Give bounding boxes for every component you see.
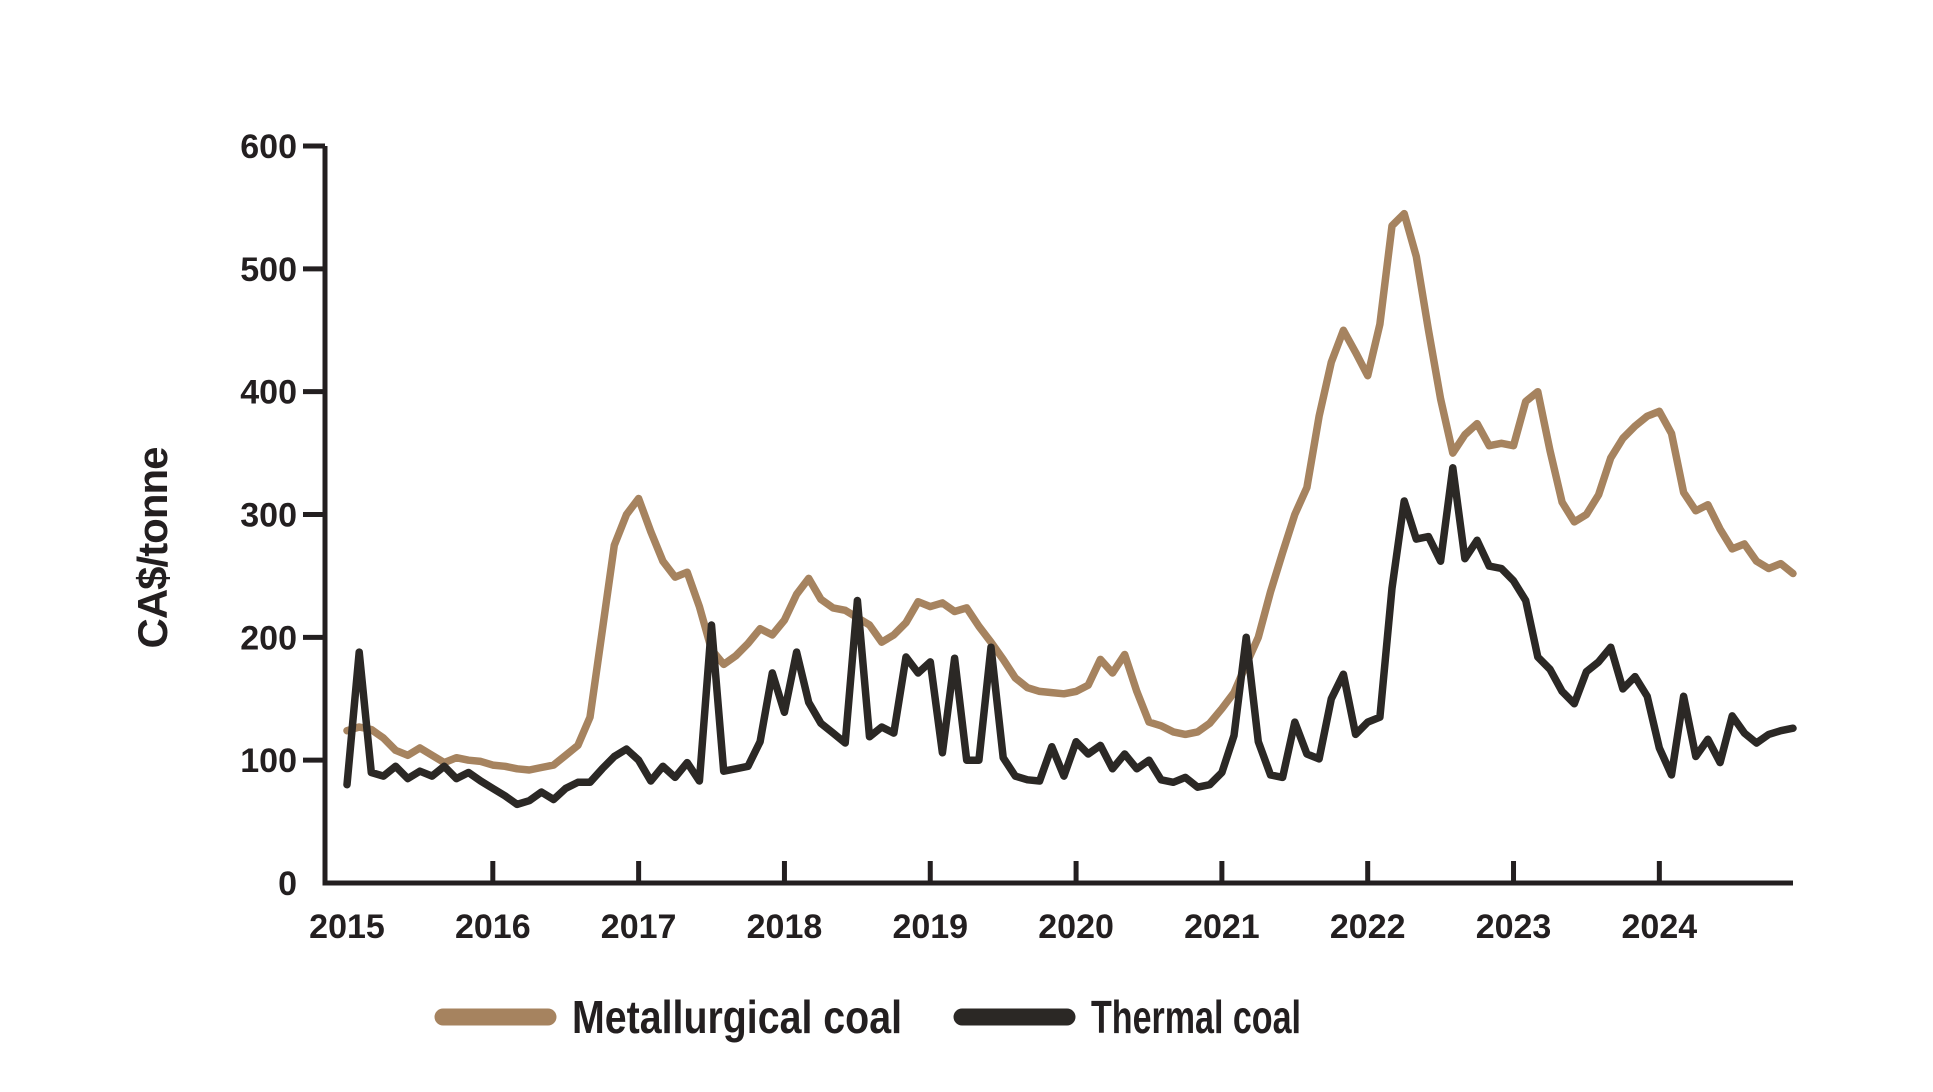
x-tick-label: 2015 xyxy=(309,908,385,946)
axis-lines xyxy=(322,146,1793,886)
y-tick-label: 0 xyxy=(278,865,297,903)
y-tick-label: 200 xyxy=(240,619,297,657)
x-tick-label: 2022 xyxy=(1330,908,1406,946)
y-axis-title: CA$/tonne xyxy=(129,448,176,649)
y-axis-ticks: 0 100 200 300 400 500 600 xyxy=(240,128,325,903)
x-tick-label: 2021 xyxy=(1184,908,1260,946)
metallurgical-coal-legend-label: Metallurgical coal xyxy=(572,991,902,1043)
y-tick-label: 600 xyxy=(240,128,297,166)
thermal-coal-line xyxy=(343,464,1797,809)
chart-legend: Metallurgical coal Thermal coal xyxy=(434,991,1301,1043)
y-tick-label: 300 xyxy=(240,497,297,535)
axes xyxy=(322,146,1793,886)
x-tick-label: 2017 xyxy=(601,908,677,946)
thermal-coal-legend-label: Thermal coal xyxy=(1091,991,1301,1043)
y-tick-label: 400 xyxy=(240,374,297,412)
x-tick-label: 2016 xyxy=(455,908,531,946)
x-tick-label: 2023 xyxy=(1476,908,1552,946)
y-tick-label: 500 xyxy=(240,251,297,289)
metallurgical-coal-line xyxy=(343,209,1797,774)
data-series xyxy=(343,209,1797,809)
x-tick-label: 2020 xyxy=(1038,908,1114,946)
x-tick-label: 2018 xyxy=(747,908,823,946)
y-tick-label: 100 xyxy=(240,742,297,780)
x-tick-label: 2024 xyxy=(1622,908,1698,946)
x-tick-label: 2019 xyxy=(892,908,968,946)
x-axis-ticks: 2015 2016 2017 2018 2019 2020 2021 2022 2023 2024 xyxy=(309,861,1697,946)
